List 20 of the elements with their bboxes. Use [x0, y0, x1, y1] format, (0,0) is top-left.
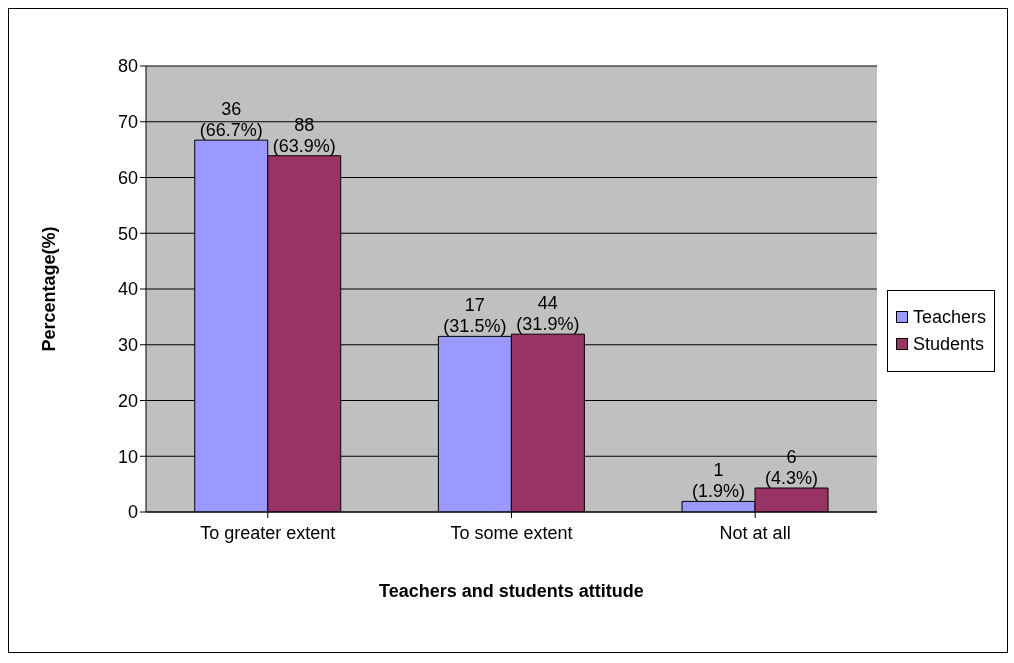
- x-tick-label: To greater extent: [200, 522, 336, 543]
- x-axis-title: Teachers and students attitude: [379, 581, 644, 601]
- y-tick-label: 80: [117, 56, 138, 77]
- data-label: 44 (31.9%): [516, 293, 580, 335]
- y-tick-label: 60: [117, 167, 138, 188]
- y-tick-label: 70: [117, 112, 138, 133]
- data-label: 17 (31.5%): [443, 295, 507, 337]
- data-label: 1 (1.9%): [692, 460, 746, 502]
- y-tick-label: 10: [117, 446, 138, 467]
- legend-label: Teachers: [912, 306, 986, 328]
- x-tick-label: To some extent: [450, 522, 573, 543]
- y-tick-label: 30: [117, 335, 138, 356]
- legend-label: Students: [912, 333, 985, 355]
- x-tick-label: Not at all: [719, 522, 791, 543]
- y-tick-label: 40: [117, 279, 138, 300]
- y-tick-label: 50: [117, 223, 138, 244]
- y-axis-title: Percentage(%): [39, 226, 60, 352]
- y-tick-label: 20: [117, 390, 138, 411]
- data-label: 36 (66.7%): [199, 99, 263, 141]
- y-tick-label: 0: [127, 502, 138, 523]
